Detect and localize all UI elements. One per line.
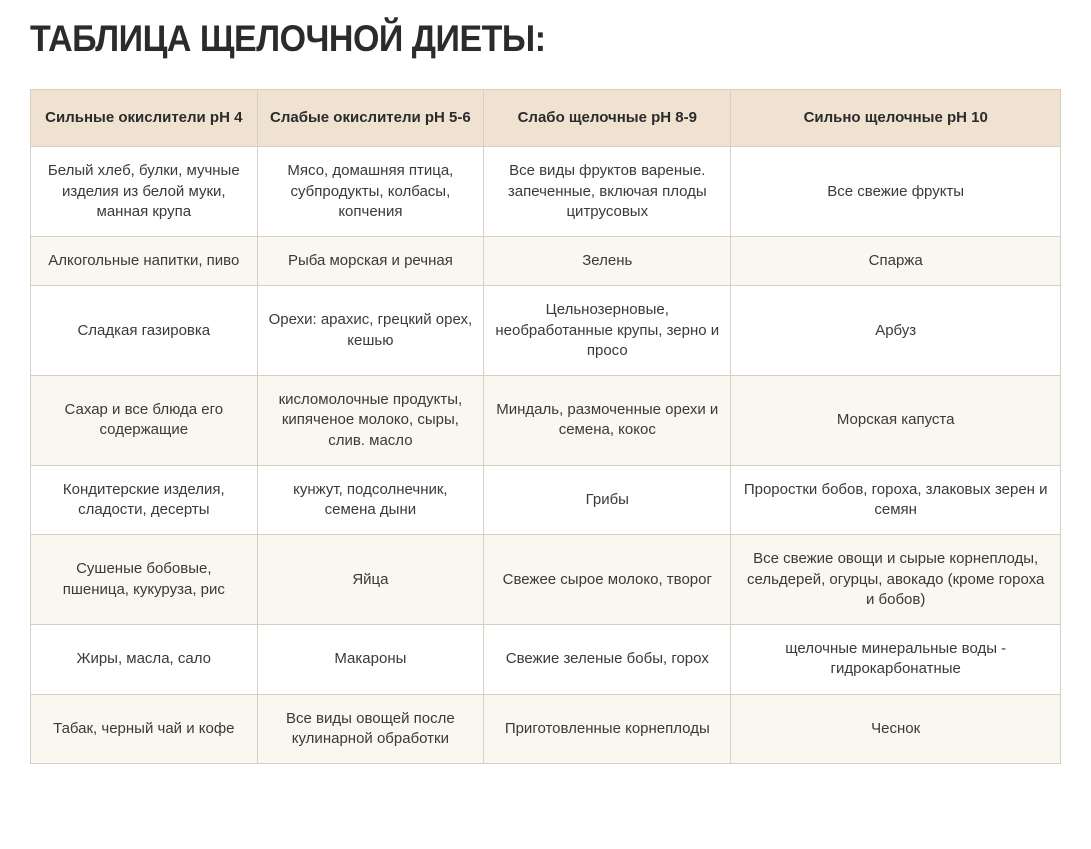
table-cell: Мясо, домашняя птица, субпродукты, колба… [257,147,484,237]
table-row: Табак, черный чай и кофе Все виды овощей… [31,694,1061,764]
table-cell: Яйца [257,535,484,625]
table-header-cell: Сильные окислители pH 4 [31,90,258,147]
table-cell: Зелень [484,237,731,286]
table-cell: Кондитерские изделия, сладости, десерты [31,465,258,535]
table-cell: кунжут, подсолнечник, семена дыни [257,465,484,535]
diet-table: Сильные окислители pH 4 Слабые окислител… [30,89,1061,764]
table-cell: Алкогольные напитки, пиво [31,237,258,286]
table-cell: Табак, черный чай и кофе [31,694,258,764]
table-cell: Морская капуста [731,376,1061,466]
table-cell: Арбуз [731,286,1061,376]
table-cell: Все свежие фрукты [731,147,1061,237]
table-cell: Рыба морская и речная [257,237,484,286]
table-cell: Все виды фруктов вареные. запеченные, вк… [484,147,731,237]
table-cell: Чеснок [731,694,1061,764]
table-header-row: Сильные окислители pH 4 Слабые окислител… [31,90,1061,147]
table-row: Сладкая газировка Орехи: арахис, грецкий… [31,286,1061,376]
table-row: Белый хлеб, булки, мучные изделия из бел… [31,147,1061,237]
page-title: ТАБЛИЦА ЩЕЛОЧНОЙ ДИЕТЫ: [30,18,1061,61]
table-row: Сахар и все блюда его содержащие кисломо… [31,376,1061,466]
table-cell: Спаржа [731,237,1061,286]
table-header-cell: Сильно щелочные pH 10 [731,90,1061,147]
table-cell: кисломолочные продукты, кипяченое молоко… [257,376,484,466]
table-cell: Свежее сырое молоко, творог [484,535,731,625]
table-row: Кондитерские изделия, сладости, десерты … [31,465,1061,535]
table-header-cell: Слабые окислители pH 5-6 [257,90,484,147]
table-cell: Все виды овощей после кулинарной обработ… [257,694,484,764]
table-cell: Проростки бобов, гороха, злаковых зерен … [731,465,1061,535]
table-row: Алкогольные напитки, пиво Рыба морская и… [31,237,1061,286]
table-cell: Сладкая газировка [31,286,258,376]
table-header-cell: Слабо щелочные pH 8-9 [484,90,731,147]
table-cell: Свежие зеленые бобы, горох [484,625,731,695]
table-row: Жиры, масла, сало Макароны Свежие зелены… [31,625,1061,695]
table-row: Сушеные бобовые, пшеница, кукуруза, рис … [31,535,1061,625]
table-cell: Миндаль, размоченные орехи и семена, кок… [484,376,731,466]
table-cell: Все свежие овощи и сырые корнеплоды, сел… [731,535,1061,625]
table-cell: Жиры, масла, сало [31,625,258,695]
table-cell: Сушеные бобовые, пшеница, кукуруза, рис [31,535,258,625]
table-cell: Цельнозерновые, необработанные крупы, зе… [484,286,731,376]
table-cell: щелочные минеральные воды - гидрокарбона… [731,625,1061,695]
table-cell: Сахар и все блюда его содержащие [31,376,258,466]
table-cell: Орехи: арахис, грецкий орех, кешью [257,286,484,376]
table-cell: Приготовленные корнеплоды [484,694,731,764]
table-cell: Белый хлеб, булки, мучные изделия из бел… [31,147,258,237]
table-cell: Макароны [257,625,484,695]
table-cell: Грибы [484,465,731,535]
